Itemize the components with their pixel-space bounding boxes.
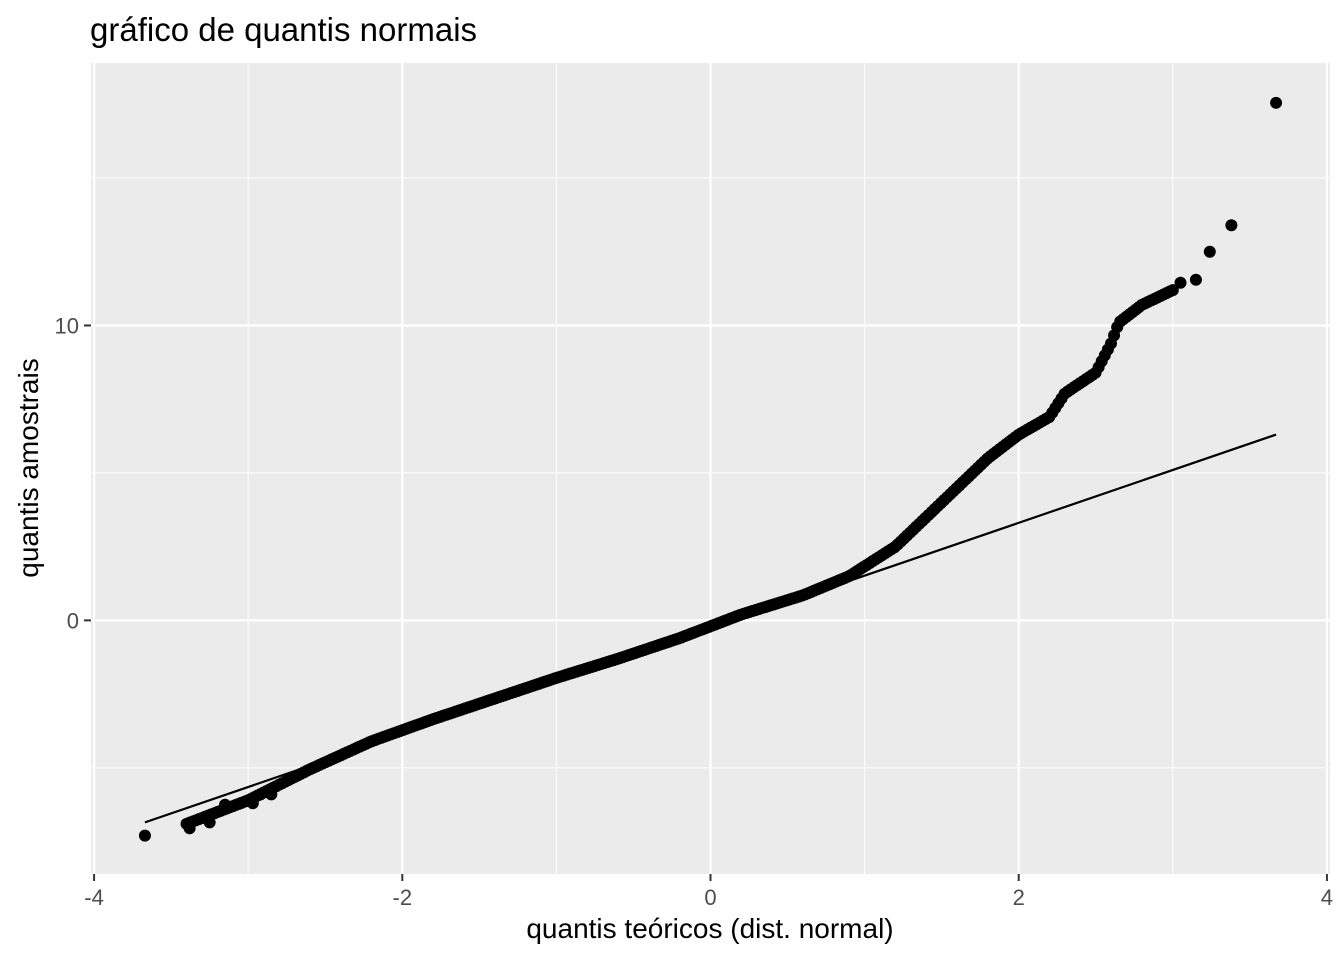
qq-point — [246, 797, 259, 810]
major-gridlines — [91, 63, 1330, 874]
qq-point — [234, 797, 247, 810]
x-tick-label: -4 — [84, 885, 104, 910]
qq-point — [1270, 96, 1283, 109]
x-tick-label: 0 — [704, 885, 716, 910]
qq-point — [203, 816, 216, 829]
x-axis-ticks: -4 -2 0 2 4 — [84, 874, 1333, 910]
y-axis-title: quantis amostrais — [13, 358, 44, 577]
y-axis-ticks: 0 10 — [55, 313, 91, 633]
x-tick-label: 4 — [1321, 885, 1333, 910]
qq-point — [265, 788, 278, 801]
qq-point — [1225, 219, 1238, 232]
qq-point — [183, 822, 196, 835]
x-tick-label: 2 — [1013, 885, 1025, 910]
qq-point — [254, 788, 267, 801]
x-tick-label: -2 — [393, 885, 413, 910]
data-points — [138, 96, 1283, 842]
qq-point — [1166, 284, 1179, 297]
chart-title: gráfico de quantis normais — [90, 11, 477, 48]
qq-point — [219, 798, 232, 811]
y-tick-label: 10 — [55, 313, 79, 338]
qq-point — [1174, 276, 1187, 289]
qq-point — [138, 829, 151, 842]
qq-point — [1203, 245, 1216, 258]
y-tick-label: 0 — [67, 608, 79, 633]
qq-point — [1189, 273, 1202, 286]
x-axis-title: quantis teóricos (dist. normal) — [526, 913, 893, 944]
